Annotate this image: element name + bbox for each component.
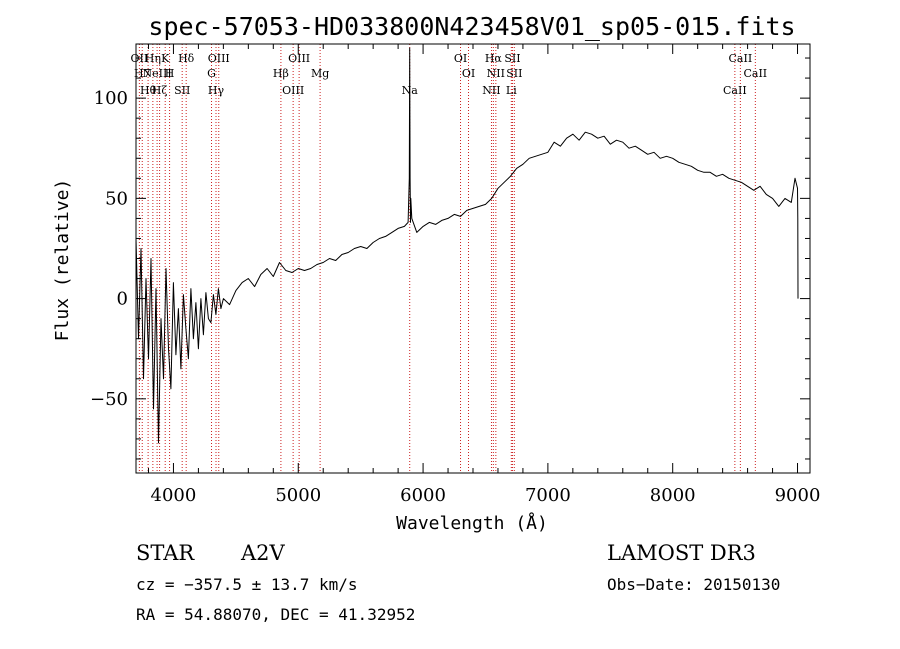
x-tick-label: 9000: [775, 485, 821, 506]
spectral-line-label: Hδ: [178, 52, 195, 65]
spectral-line-label: OIII: [282, 84, 304, 97]
spectral-line-label: CaII: [723, 84, 747, 97]
spectral-line-markers: [138, 44, 756, 473]
y-axis-ticks: −50 0 50 100: [90, 57, 810, 460]
spectral-line-label: Hβ: [273, 67, 289, 80]
spectral-line-label: NeIII: [143, 67, 172, 80]
y-tick-label: 100: [94, 88, 128, 109]
x-tick-label: 5000: [275, 485, 321, 506]
spectral-line-label: NII: [487, 67, 505, 80]
spectral-line-label: OIII: [288, 52, 310, 65]
y-tick-label: 0: [117, 289, 128, 310]
spectrum-series-layer: [135, 47, 799, 444]
spectral-line-label: OI: [454, 52, 467, 65]
x-axis-label: Wavelength (Å): [396, 512, 548, 534]
spectral-line-label: OI: [462, 67, 475, 80]
x-tick-label: 8000: [650, 485, 696, 506]
survey-name: LAMOST DR3: [607, 541, 756, 565]
x-tick-label: 6000: [400, 485, 446, 506]
x-axis-ticks: 4000 5000 6000 7000 8000 9000: [147, 44, 821, 506]
spectral-line-label: Hη: [145, 52, 161, 65]
spectral-line-label: SII: [504, 52, 520, 65]
spectral-line-label: CaII: [729, 52, 753, 65]
spectral-line-label: Hα: [485, 52, 503, 65]
spectral-line-labels: OIIH7HθHηNeIIIHζKHSIIHδGHγOIIIHβOIIIOIII…: [131, 52, 768, 97]
x-tick-label: 7000: [525, 485, 571, 506]
x-tick-label: 4000: [151, 485, 197, 506]
spectrum-series-line: [135, 47, 799, 444]
coordinates-text: RA = 54.88070, DEC = 41.32952: [136, 605, 415, 624]
obs-date-text: Obs−Date: 20150130: [607, 575, 780, 594]
object-subclass: A2V: [240, 541, 286, 565]
spectral-line-label: SII: [174, 84, 190, 97]
spectral-line-label: G: [207, 67, 216, 80]
y-axis-label: Flux (relative): [52, 179, 73, 342]
spectral-line-label: Mg: [311, 67, 329, 80]
spectral-line-label: H7: [134, 67, 151, 80]
redshift-text: cz = −357.5 ± 13.7 km/s: [136, 575, 358, 594]
object-class: STAR: [136, 541, 195, 565]
spectral-line-label: H: [165, 67, 175, 80]
chart-title: spec-57053-HD033800N423458V01_sp05-015.f…: [148, 12, 795, 41]
spectral-line-label: Hγ: [208, 84, 225, 97]
spectral-line-label: NII: [482, 84, 500, 97]
y-tick-label: 50: [105, 188, 128, 209]
spectral-line-label: Hθ: [140, 84, 157, 97]
spectral-line-label: OIII: [208, 52, 230, 65]
y-tick-label: −50: [90, 389, 128, 410]
spectral-line-label: K: [161, 52, 170, 65]
spectral-line-label: Li: [506, 84, 517, 97]
spectral-line-label: Hζ: [152, 84, 168, 97]
spectral-line-label: SII: [506, 67, 522, 80]
plot-frame: [135, 43, 811, 474]
spectral-line-label: CaII: [743, 67, 767, 80]
